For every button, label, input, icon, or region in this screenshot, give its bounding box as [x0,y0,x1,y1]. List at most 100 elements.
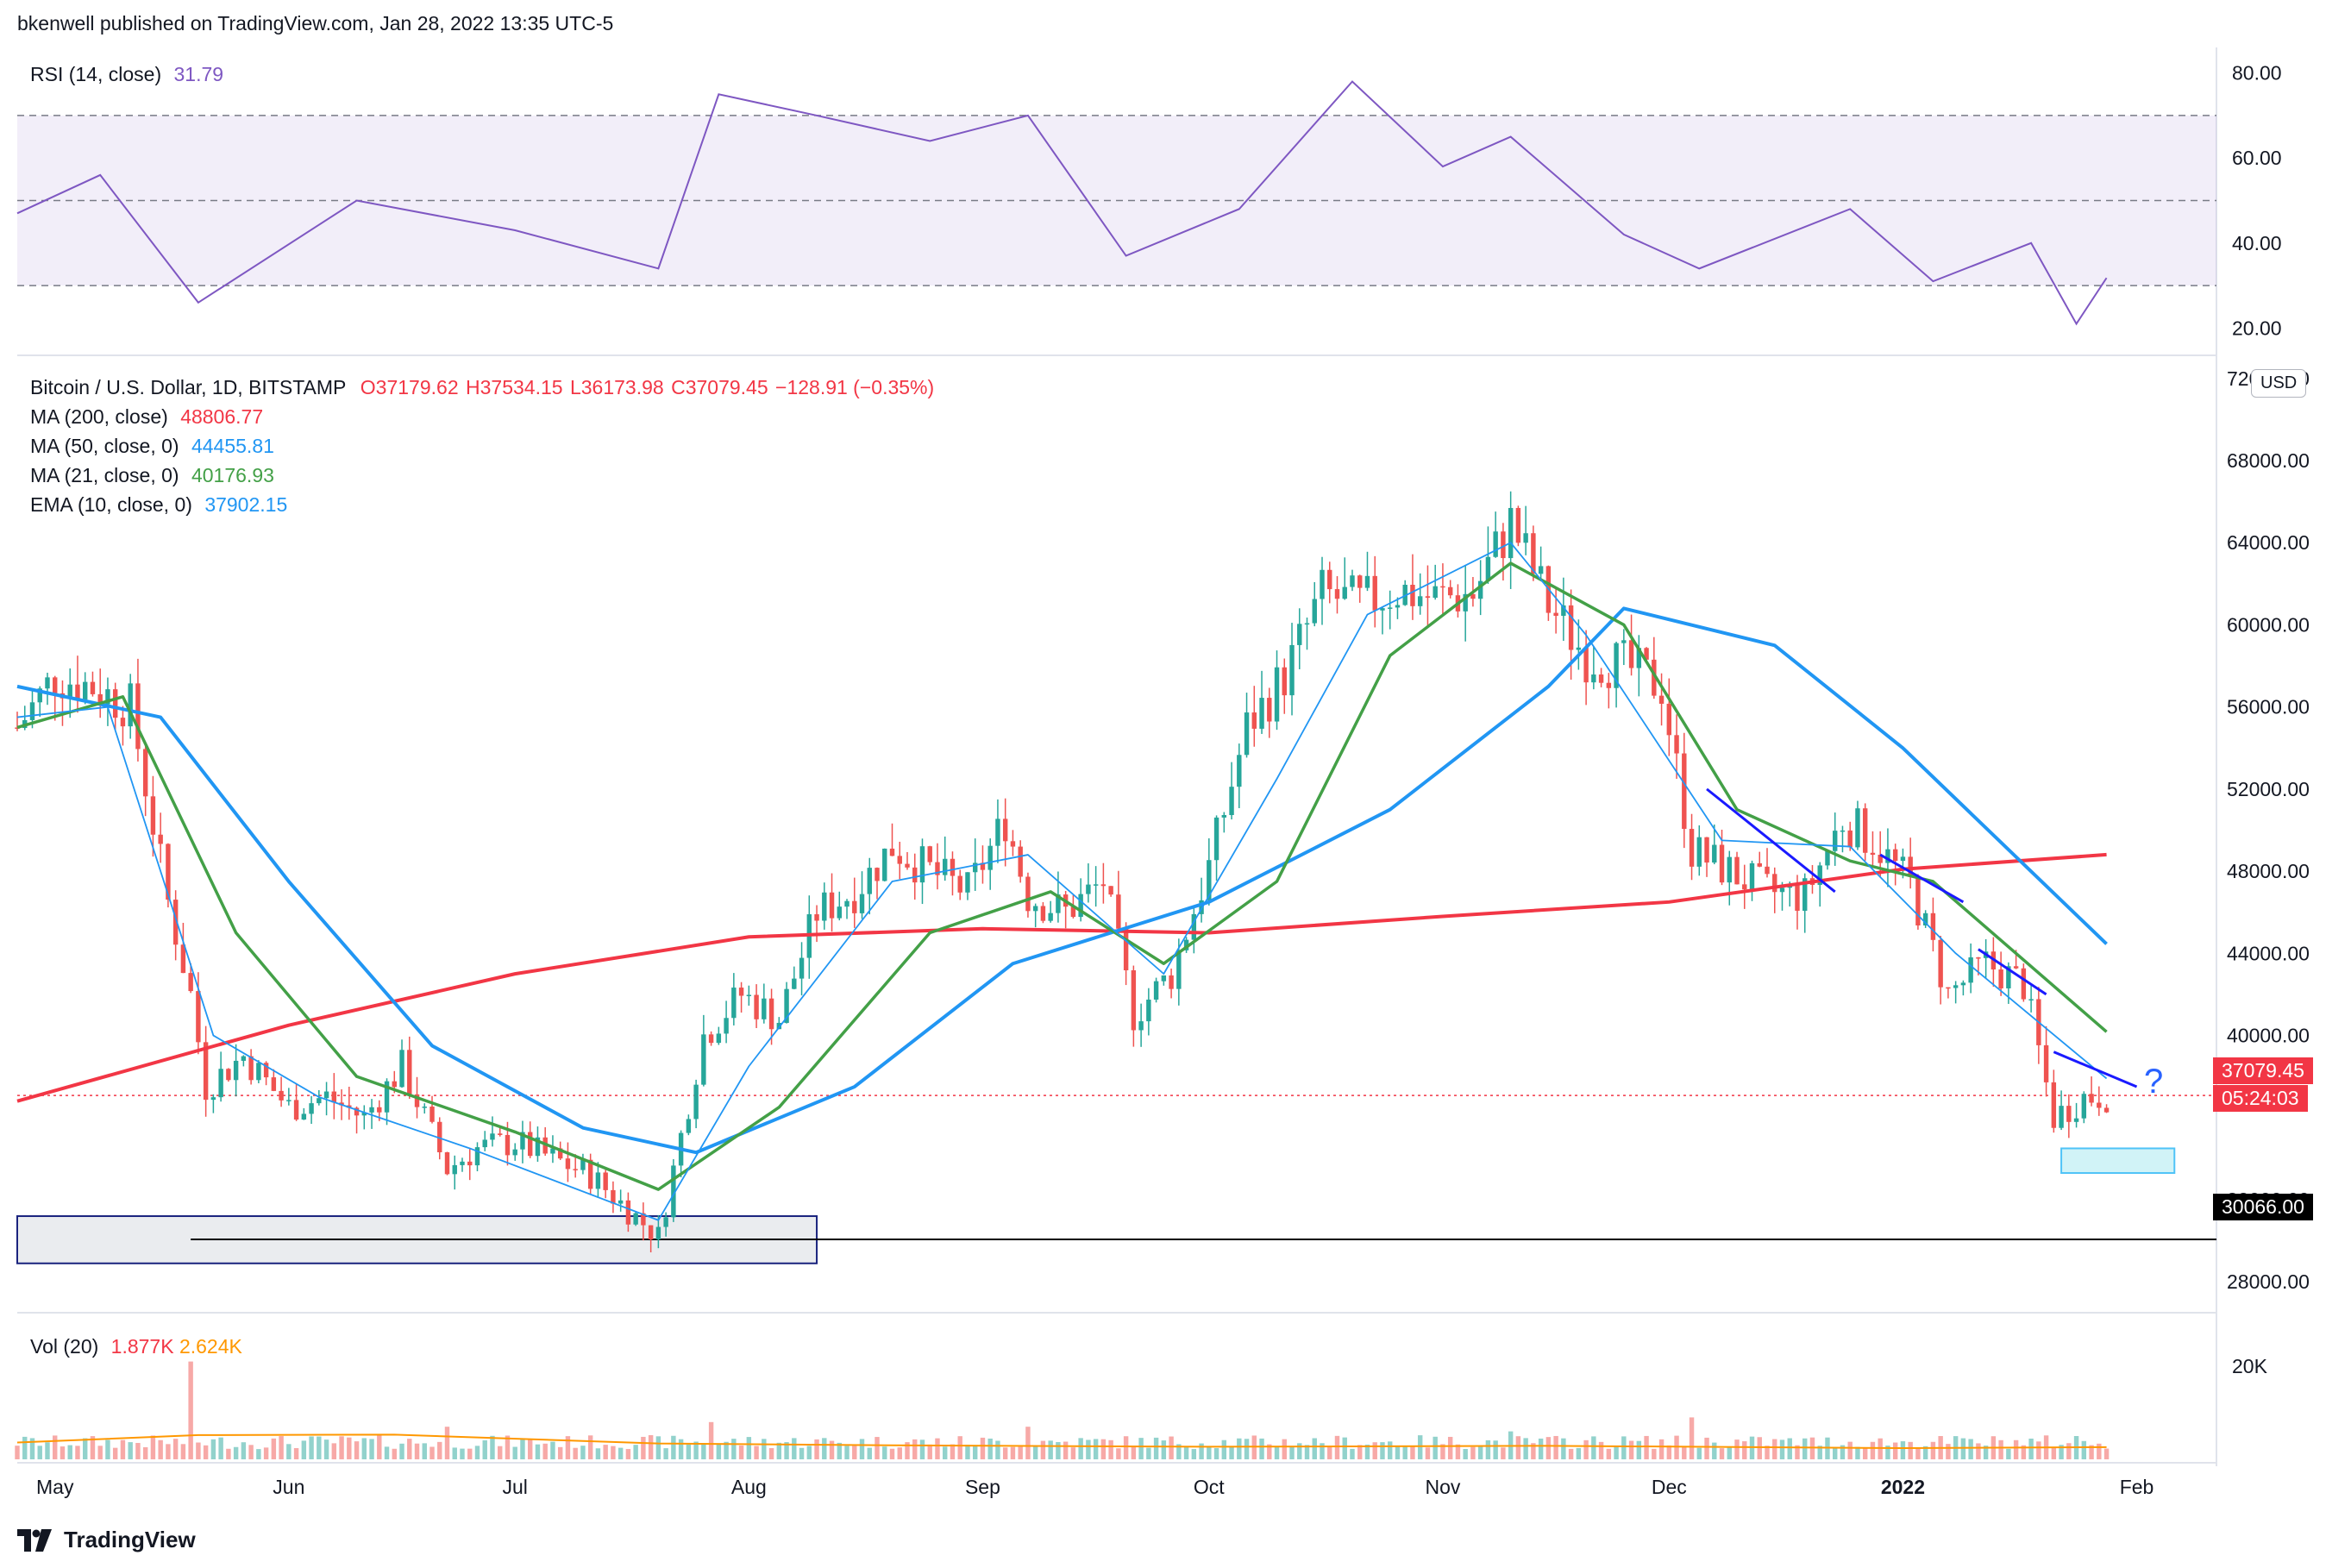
candle-body [1674,735,1679,754]
price-tick-label: 64000.00 [2227,531,2310,554]
volume-bar [693,1441,699,1459]
volume-bar [2081,1440,2087,1459]
volume-bar [1199,1443,1204,1459]
volume-bar [927,1444,932,1459]
candle-body [1568,605,1574,650]
candle-body [474,1147,480,1166]
candle-body [746,994,752,996]
volume-bar [1666,1445,1672,1459]
candle-body [1493,531,1498,557]
volume-bar [1719,1448,1725,1459]
volume-bar [112,1447,118,1459]
volume-bar [1976,1443,1981,1459]
candle-body [943,858,948,875]
candle-body [1056,894,1061,913]
volume-bar [1727,1446,1732,1459]
volume-bar [1056,1441,1061,1459]
volume-tick-label: 20K [2232,1355,2268,1377]
volume-bar [822,1438,827,1459]
volume-bar [53,1435,58,1459]
currency-badge[interactable]: USD [2251,369,2307,398]
volume-bar [474,1446,480,1459]
volume-bar [2059,1445,2064,1459]
candle-body [1598,674,1604,683]
volume-bar [2021,1445,2027,1459]
volume-bar [2066,1443,2072,1459]
candle-body [301,1113,307,1120]
volume-bar [852,1446,857,1459]
volume-bar [875,1437,880,1459]
candle-body [897,856,902,864]
candle-body [1342,586,1347,599]
volume-bar [1018,1446,1023,1459]
volume-bar [655,1436,661,1459]
volume-bar [437,1441,442,1459]
ohlc-open: O37179.62 [360,376,459,398]
candle-body [1727,856,1732,883]
candle-body [1146,999,1151,1022]
price-tick-label: 40000.00 [2227,1025,2310,1047]
price-tick-label: 52000.00 [2227,778,2310,800]
candle-body [965,872,970,893]
candle-body [248,1056,254,1081]
volume-bar [158,1439,163,1459]
candle-body [354,1107,360,1116]
volume-bar [1658,1439,1665,1459]
candle-body [150,796,156,835]
ohlc-low: L36173.98 [569,376,664,398]
volume-bar [1357,1445,1363,1459]
tradingview-brand: TradingView [64,1527,196,1552]
time-tick-label: Dec [1652,1476,1687,1498]
candle-body [1855,808,1860,848]
candle-body [648,1225,654,1239]
candle-body [1251,712,1257,729]
volume-bar [1289,1446,1295,1459]
ma50-value: 44455.81 [191,435,274,457]
candle-body [776,1022,782,1030]
volume-bar [97,1446,103,1459]
volume-bar [1470,1446,1476,1459]
volume-bar [301,1440,307,1459]
candle-body [1199,900,1204,914]
volume-bar [1833,1448,1838,1459]
candle-body [369,1107,374,1113]
candle-body [535,1137,541,1157]
volume-bar [1312,1438,1317,1459]
volume-bar [1191,1449,1197,1459]
volume-bar [271,1438,277,1459]
volume-bar [611,1446,616,1459]
candle-body [2021,968,2027,1000]
volume-bar [2103,1448,2110,1459]
volume-bar [882,1446,887,1459]
volume-bar [1628,1440,1634,1459]
ema10-value: 37902.15 [204,493,288,516]
volume-bar [1334,1435,1340,1459]
candle-body [1327,569,1332,590]
volume-bar [1968,1439,1973,1459]
candle-body [754,994,759,1019]
candle-body [437,1121,442,1152]
candle-body [1825,850,1830,866]
candle-body [1410,585,1415,606]
volume-bar [1010,1446,1016,1459]
candle-body [641,1213,646,1226]
volume-bar [512,1446,517,1459]
volume-bar [226,1448,231,1459]
volume-value-2: 2.624K [179,1335,242,1358]
volume-bar [1621,1436,1627,1459]
candle-body [1968,957,1973,983]
tradingview-logo[interactable]: TradingView [17,1527,196,1553]
volume-bar [1561,1438,1566,1459]
volume-bar [361,1438,367,1459]
volume-bar [844,1446,849,1459]
volume-bar [557,1446,563,1459]
candle-body [1395,605,1401,608]
candle-body [512,1149,517,1156]
candle-body [655,1226,661,1239]
volume-bar [972,1446,978,1459]
candle-body [1191,913,1197,940]
candle-body [135,683,141,750]
candle-body [1138,1021,1144,1031]
candle-body [1531,533,1536,574]
